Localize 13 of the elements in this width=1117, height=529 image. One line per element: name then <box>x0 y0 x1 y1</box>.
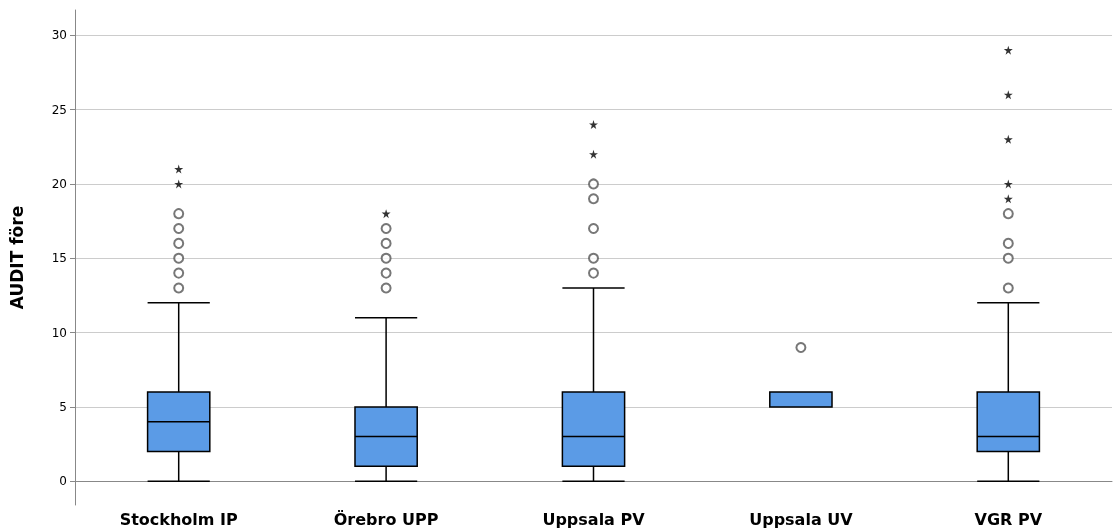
x-tick-label: Uppsala UV <box>749 509 854 529</box>
x-tick-label: VGR PV <box>974 509 1043 529</box>
y-tick-label: 0 <box>59 474 67 489</box>
y-tick-label: 20 <box>51 176 67 191</box>
y-tick-label: 30 <box>51 28 67 43</box>
x-tick-label: Örebro UPP <box>333 509 439 529</box>
y-tick-label: 5 <box>59 399 67 414</box>
y-tick-label: 25 <box>51 102 67 117</box>
x-tick-label: Uppsala PV <box>542 509 646 529</box>
y-axis-title: AUDIT före <box>6 205 27 310</box>
y-tick-label: 15 <box>51 251 67 266</box>
x-tick-label: Stockholm IP <box>119 509 239 529</box>
y-tick-label: 10 <box>51 325 67 340</box>
